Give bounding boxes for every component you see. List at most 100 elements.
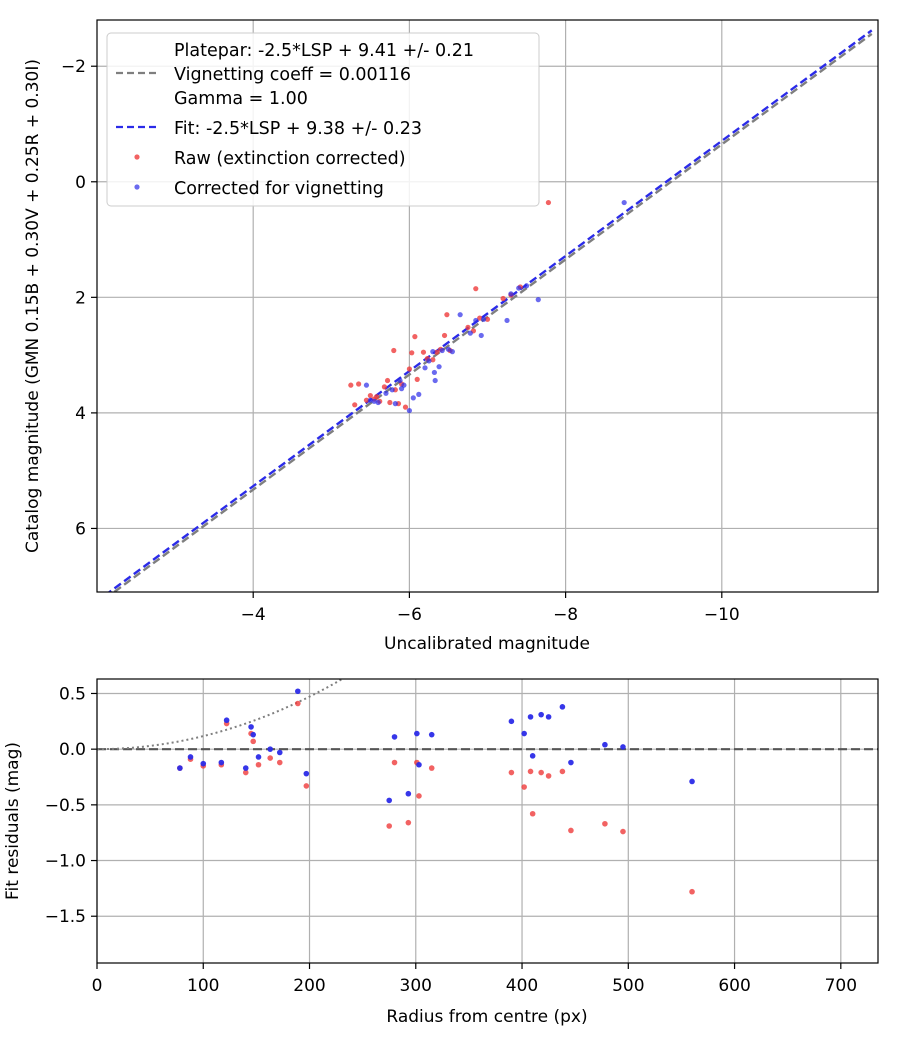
top-point-corrected	[363, 382, 370, 388]
bottom-point-raw	[303, 783, 310, 789]
top-point-raw	[412, 334, 418, 340]
top-point-corrected	[457, 312, 463, 318]
legend-entry-platepar: Platepar: -2.5*LSP + 9.41 +/- 0.21	[174, 41, 474, 61]
bottom-point-corrected	[545, 714, 552, 720]
bottom-point-corrected	[405, 790, 412, 797]
bottom-point-corrected	[200, 760, 207, 767]
top-point-corrected	[422, 365, 428, 371]
top-y-tick-label: −2	[61, 57, 86, 77]
bottom-x-tick-label: 700	[825, 976, 857, 996]
top-point-raw	[477, 315, 483, 321]
bottom-point-corrected	[250, 731, 256, 738]
top-point-corrected	[621, 199, 627, 206]
top-point-raw	[409, 350, 415, 356]
bottom-point-raw	[689, 888, 695, 895]
bottom-point-corrected	[538, 711, 544, 718]
top-point-raw	[545, 199, 552, 206]
top-point-corrected	[406, 407, 412, 414]
bottom-point-corrected	[559, 704, 566, 710]
bottom-point-raw	[527, 768, 534, 775]
top-point-raw	[391, 347, 397, 354]
top-point-corrected	[480, 316, 487, 322]
top-point-raw	[348, 382, 354, 388]
top-point-corrected	[432, 377, 438, 384]
legend-entry-gamma: Gamma = 1.00	[174, 89, 308, 109]
bottom-point-raw	[405, 819, 412, 826]
legend-entry-vignetting: Vignetting coeff = 0.00116	[174, 65, 411, 85]
top-point-corrected	[371, 398, 377, 404]
top-point-raw	[356, 381, 362, 387]
bottom-x-axis-label: Radius from centre (px)	[386, 1007, 587, 1027]
bottom-y-tick-label: −1.0	[45, 852, 86, 872]
bottom-point-raw	[295, 700, 301, 707]
legend-entry-raw: Raw (extinction corrected)	[174, 149, 406, 169]
bottom-point-corrected	[276, 749, 283, 756]
bottom-point-raw	[602, 820, 608, 827]
top-y-tick-label: 6	[75, 519, 86, 539]
top-data-points	[348, 199, 627, 414]
bottom-x-tick-label: 400	[506, 976, 538, 996]
bottom-point-raw	[545, 773, 552, 779]
bottom-data-points	[177, 688, 695, 895]
top-x-tick-label: −4	[241, 605, 266, 625]
top-point-corrected	[516, 285, 522, 291]
bottom-point-corrected	[521, 730, 527, 737]
legend-red-dot-marker	[134, 154, 140, 160]
top-point-raw	[406, 366, 412, 372]
legend-blue-dot-marker	[134, 184, 140, 190]
bottom-point-corrected	[223, 717, 230, 724]
bottom-point-raw	[521, 784, 527, 790]
bottom-point-corrected	[267, 746, 274, 752]
bottom-point-corrected	[295, 688, 301, 695]
top-point-raw	[363, 397, 370, 403]
top-point-corrected	[430, 349, 436, 355]
bottom-point-corrected	[386, 797, 393, 804]
top-point-raw	[384, 377, 391, 384]
bottom-point-corrected	[255, 754, 262, 760]
top-x-tick-label: −8	[553, 605, 578, 625]
top-point-corrected	[410, 395, 416, 401]
top-point-corrected	[389, 387, 395, 393]
bottom-point-corrected	[527, 714, 534, 720]
bottom-point-corrected	[568, 759, 574, 766]
bottom-x-tick-label: 0	[92, 976, 103, 996]
legend-box	[106, 32, 540, 207]
top-point-raw	[441, 332, 448, 339]
top-point-raw	[444, 312, 450, 318]
legend-entry-fit: Fit: -2.5*LSP + 9.38 +/- 0.23	[174, 119, 422, 139]
top-point-corrected	[439, 347, 445, 354]
bottom-point-raw	[559, 768, 566, 775]
bottom-point-corrected	[242, 765, 249, 771]
top-y-ticks: −2 0 2 4 6	[61, 57, 97, 539]
top-line-fit	[107, 29, 873, 592]
bottom-point-raw	[242, 769, 249, 776]
bottom-y-tick-label: 0.0	[59, 740, 86, 760]
bottom-point-raw	[267, 755, 274, 761]
top-point-corrected	[383, 390, 389, 396]
bottom-point-corrected	[529, 753, 536, 759]
top-point-corrected	[449, 349, 455, 355]
bottom-reference-lines	[97, 679, 878, 751]
top-axes-frame	[96, 19, 879, 593]
top-point-raw	[500, 295, 506, 302]
bottom-point-raw	[568, 827, 574, 834]
top-point-raw	[473, 286, 479, 292]
bottom-point-corrected	[218, 759, 225, 766]
top-point-corrected	[392, 401, 398, 407]
top-point-corrected	[431, 369, 437, 376]
top-x-tick-label: −10	[704, 605, 740, 625]
bottom-y-tick-label: 0.5	[59, 684, 86, 704]
top-point-corrected	[523, 283, 530, 289]
top-point-corrected	[478, 332, 484, 339]
bottom-x-tick-label: 600	[718, 976, 750, 996]
bottom-point-raw	[386, 823, 393, 829]
bottom-point-corrected	[689, 778, 695, 785]
top-point-raw	[352, 402, 358, 408]
bottom-y-tick-label: −1.5	[45, 907, 86, 927]
top-y-axis-label: Catalog magnitude (GMN 0.15B + 0.30V + 0…	[23, 59, 43, 553]
top-point-raw	[430, 357, 436, 363]
bottom-axes-frame	[96, 678, 879, 964]
bottom-x-ticks: 0 100 200 300 400 500 600 700	[92, 963, 857, 996]
top-point-raw	[414, 376, 420, 382]
